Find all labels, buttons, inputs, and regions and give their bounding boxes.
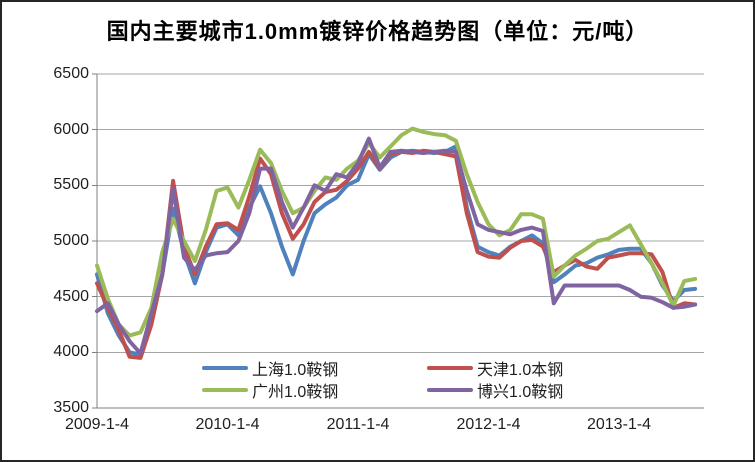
legend-label-guangzhou: 广州1.0鞍钢 [252,384,339,401]
legend-item-boxing: 博兴1.0鞍钢 [427,380,564,401]
legend-line-tianjin-icon [427,366,473,370]
line-chart [92,73,704,409]
x-tick-label: 2012-1-4 [456,416,521,433]
y-tick-label: 6500 [53,65,89,82]
legend-label-shanghai: 上海1.0鞍钢 [252,362,339,379]
x-tick-label: 2010-1-4 [195,416,260,433]
x-tick-label: 2011-1-4 [326,416,390,433]
y-tick-label: 4500 [53,287,89,305]
legend-item-tianjin: 天津1.0本钢 [427,358,564,379]
plot-area [92,73,704,409]
x-tick-label: 2013-1-4 [586,416,652,433]
chart-title: 国内主要城市1.0mm镀锌价格趋势图（单位：元/吨） [106,19,649,44]
x-tick-label: 2009-1-4 [64,416,130,433]
legend-line-guangzhou-icon [202,388,248,392]
y-tick-label: 3500 [53,399,89,416]
legend-item-guangzhou: 广州1.0鞍钢 [202,380,339,401]
legend-label-boxing: 博兴1.0鞍钢 [477,384,564,401]
legend-line-shanghai-icon [202,366,248,370]
y-tick-label: 4000 [53,343,89,361]
y-tick-label: 5000 [53,232,89,249]
legend-item-shanghai: 上海1.0鞍钢 [202,358,339,379]
legend-label-tianjin: 天津1.0本钢 [477,362,564,379]
y-tick-label: 5500 [53,176,89,194]
legend-line-boxing-icon [427,388,473,392]
y-tick-label: 6000 [53,120,89,138]
